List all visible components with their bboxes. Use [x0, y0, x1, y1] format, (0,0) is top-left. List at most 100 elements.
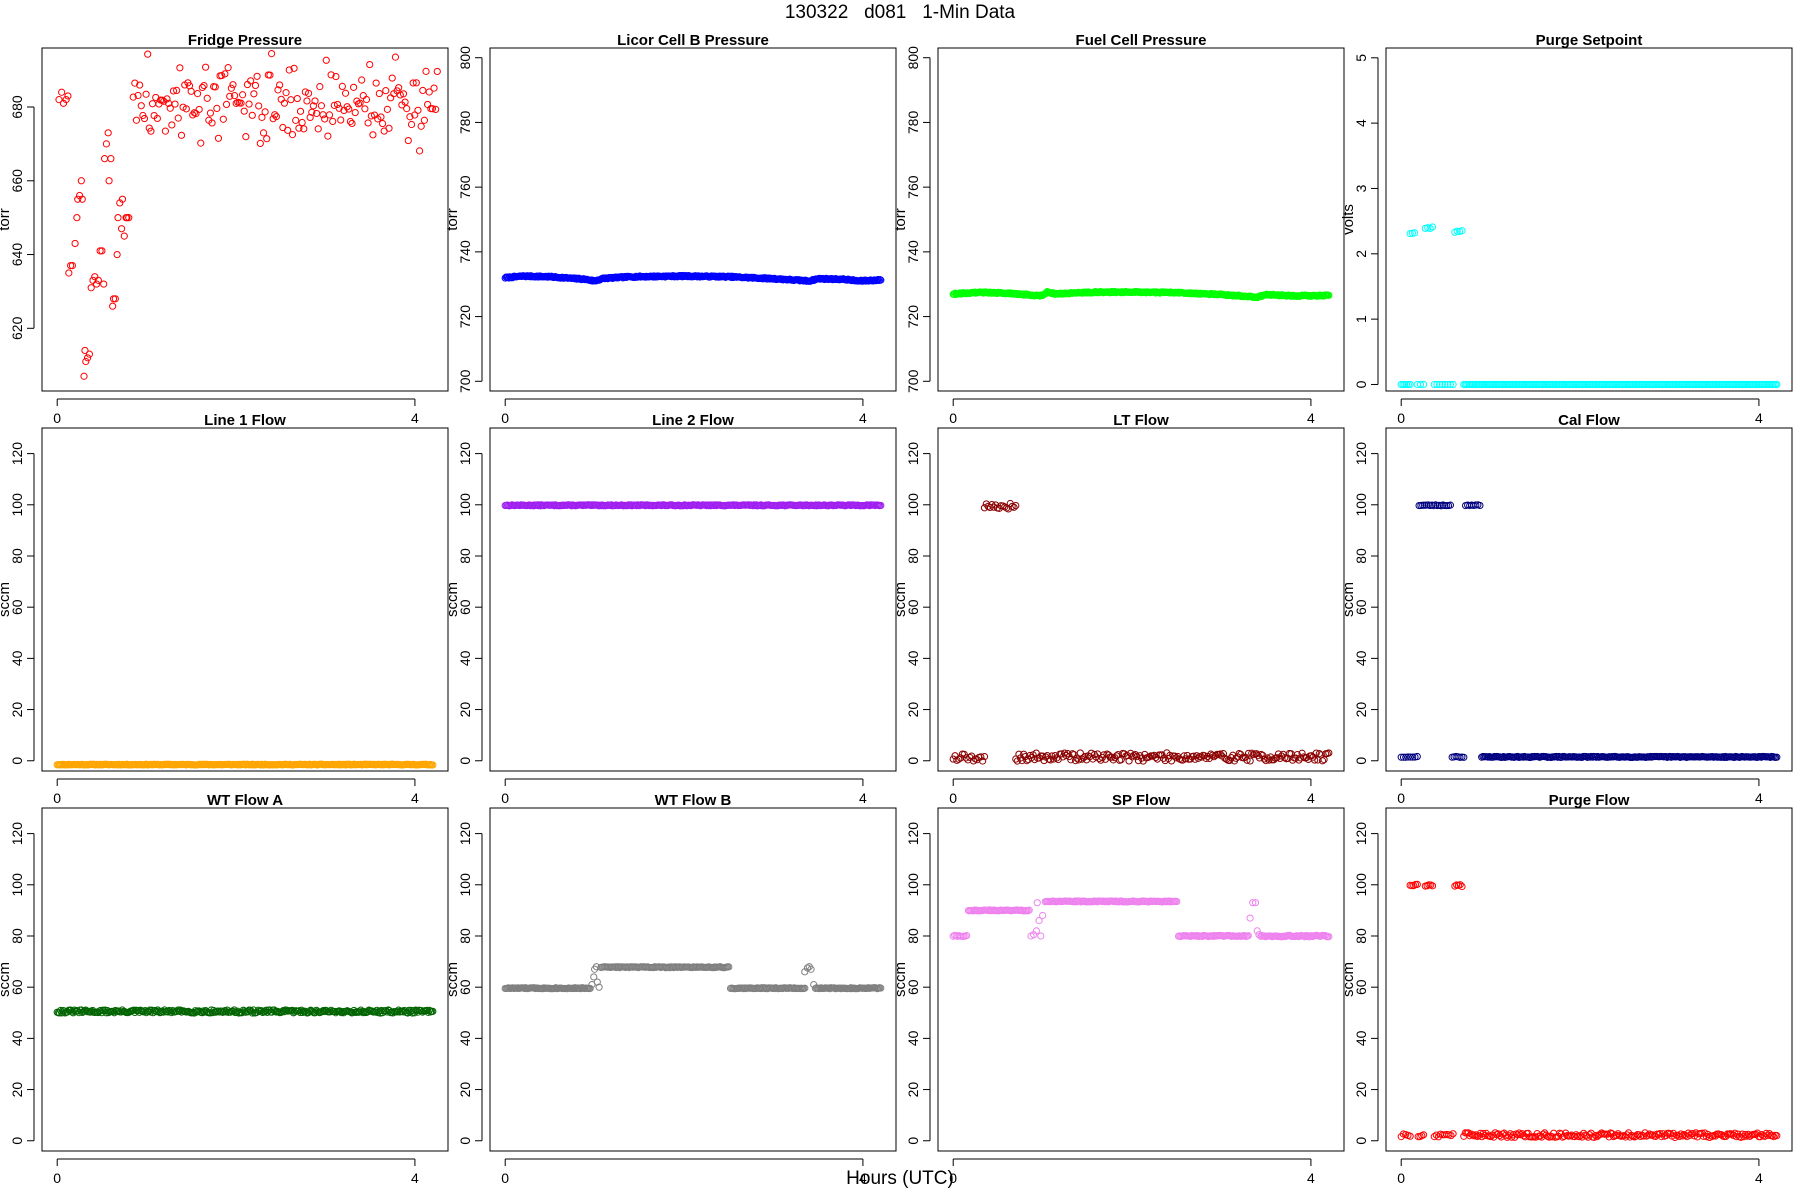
lt-flow-point — [1062, 751, 1070, 760]
lt-flow-x-tick-label: 0 — [949, 790, 957, 806]
cal-flow-point — [1399, 753, 1408, 761]
fridge-pressure-point — [378, 119, 387, 128]
fridge-pressure-point — [327, 71, 335, 79]
cal-flow-point — [1460, 753, 1468, 761]
fridge-pressure-point — [58, 88, 66, 96]
fridge-pressure-point — [250, 90, 258, 98]
licor-cell-b-pressure-x-tick-label: 4 — [859, 410, 867, 426]
fridge-pressure-point — [306, 113, 314, 122]
fridge-pressure-point — [285, 66, 293, 74]
wt-flow-a-y-tick-label: 120 — [9, 822, 25, 846]
cal-flow-y-tick-label: 120 — [1353, 442, 1369, 466]
fridge-pressure-point — [303, 97, 311, 105]
fridge-pressure-point — [109, 302, 117, 310]
wt-flow-a-y-tick-label: 80 — [9, 928, 25, 944]
purge-flow-point — [1456, 881, 1464, 889]
fridge-pressure-point — [190, 109, 198, 117]
fridge-pressure-point — [319, 111, 327, 119]
wt-flow-a-points — [53, 1006, 437, 1017]
fridge-pressure-y-tick-label: 660 — [9, 169, 25, 193]
lt-flow-point — [1312, 749, 1320, 757]
fridge-pressure-point — [433, 67, 441, 76]
purge-flow-y-tick-label: 40 — [1353, 1030, 1369, 1046]
fridge-pressure-point — [177, 131, 186, 139]
fridge-pressure-point — [195, 105, 203, 114]
fridge-pressure-point — [425, 88, 433, 96]
lt-flow-point — [1325, 749, 1333, 757]
cal-flow-point — [1413, 752, 1421, 761]
fridge-pressure-point — [325, 111, 334, 119]
cal-flow-y-tick-label: 60 — [1353, 599, 1369, 615]
lt-flow-point — [1100, 751, 1108, 759]
purge-flow-y-tick-label: 80 — [1353, 928, 1369, 944]
fridge-pressure-point — [213, 104, 221, 113]
lt-flow-point — [1263, 754, 1272, 762]
purge-setpoint-y-tick-label: 0 — [1353, 380, 1369, 388]
wt-flow-a-frame — [41, 807, 449, 1152]
cal-flow-frame — [1385, 427, 1793, 772]
fridge-pressure-point — [158, 96, 166, 104]
fridge-pressure-y-axis: 620 640 660 680 — [9, 95, 35, 340]
purge-flow-point — [1590, 1133, 1598, 1141]
purge-setpoint-y-axis: 0 1 2 3 4 5 — [1353, 54, 1379, 388]
fridge-pressure-point — [245, 100, 253, 108]
line-2-flow-y-axis-label: sccm — [444, 582, 461, 617]
lt-flow-y-axis: 0 20 40 60 80 100 120 — [905, 442, 931, 765]
fridge-pressure-point — [362, 95, 371, 104]
lt-flow-point — [1320, 756, 1328, 764]
sp-flow-frame — [937, 807, 1345, 1152]
line-1-flow-y-tick-label: 100 — [9, 493, 25, 517]
lt-flow-point — [980, 753, 989, 761]
fridge-pressure-point — [169, 87, 178, 95]
fridge-pressure-point — [62, 96, 70, 104]
fridge-pressure-point — [74, 195, 82, 203]
fridge-pressure-point — [417, 122, 425, 130]
lt-flow-point — [1026, 751, 1034, 760]
sp-flow-y-tick-label: 0 — [905, 1137, 921, 1145]
sp-flow-point — [1025, 906, 1033, 914]
purge-flow-y-axis: 0 20 40 60 80 100 120 — [1353, 822, 1379, 1145]
fridge-pressure-point — [253, 72, 261, 80]
fridge-pressure-point — [387, 94, 395, 102]
fuel-cell-pressure-y-tick-label: 780 — [905, 111, 921, 135]
fridge-pressure-point — [372, 79, 380, 87]
fridge-pressure-point — [117, 225, 126, 233]
sp-flow-point — [1039, 911, 1047, 920]
fridge-pressure-point — [226, 92, 234, 100]
wt-flow-b-y-tick-label: 40 — [457, 1030, 473, 1046]
fridge-pressure-points — [55, 50, 441, 380]
fridge-pressure-point — [256, 139, 264, 147]
cal-flow-point — [1406, 753, 1415, 761]
licor-cell-b-pressure-y-tick-label: 760 — [457, 175, 473, 199]
fridge-pressure-point — [91, 273, 99, 281]
fuel-cell-pressure-x-tick-label: 4 — [1307, 410, 1315, 426]
lt-flow-point — [1182, 755, 1190, 763]
fridge-pressure-point — [102, 140, 110, 148]
purge-flow-y-tick-label: 0 — [1353, 1137, 1369, 1145]
fridge-pressure-point — [87, 284, 95, 292]
line-1-flow-frame — [41, 427, 449, 772]
fridge-pressure-x-tick-label: 4 — [411, 410, 419, 426]
sp-flow-y-tick-label: 60 — [905, 979, 921, 995]
lt-flow-point — [1273, 754, 1281, 762]
fridge-pressure-point — [282, 89, 290, 97]
fridge-pressure-point — [350, 83, 358, 91]
sp-flow-x-tick-label: 0 — [949, 1170, 957, 1186]
fridge-pressure-point — [414, 106, 422, 114]
sp-flow-point — [1325, 933, 1333, 941]
wt-flow-a-x-tick-label: 0 — [53, 1170, 61, 1186]
fridge-pressure-point — [422, 67, 430, 75]
fridge-pressure-frame — [41, 47, 449, 392]
fridge-pressure-point — [377, 113, 385, 121]
fridge-pressure-point — [131, 79, 139, 87]
fridge-pressure-point — [65, 269, 73, 277]
fuel-cell-pressure-y-tick-label: 700 — [905, 369, 921, 393]
fridge-pressure-point — [64, 92, 72, 100]
fridge-pressure-point — [287, 96, 295, 104]
lt-flow-point — [1038, 752, 1047, 760]
lt-flow-y-tick-label: 60 — [905, 599, 921, 615]
fridge-pressure-point — [147, 127, 155, 135]
